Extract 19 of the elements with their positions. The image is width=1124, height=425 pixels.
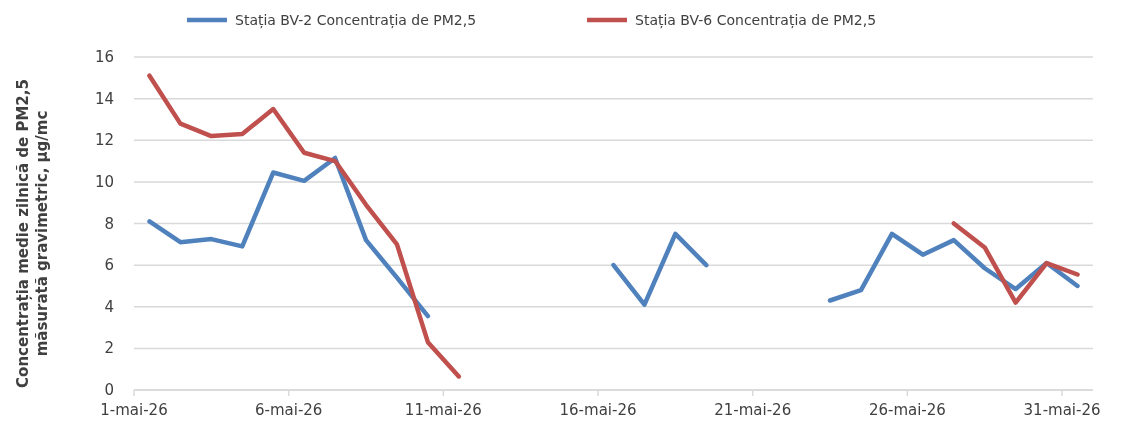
legend-label: Stația BV-2 Concentrația de PM2,5 xyxy=(235,12,477,29)
y-tick-label: 12 xyxy=(94,131,114,150)
x-tick-label: 26-mai-26 xyxy=(868,401,946,419)
y-tick-label: 8 xyxy=(104,214,114,233)
x-tick-label: 16-mai-26 xyxy=(559,401,637,419)
x-tick-label: 11-mai-26 xyxy=(404,401,482,419)
y-tick-label: 4 xyxy=(104,297,114,316)
y-tick-label: 14 xyxy=(94,89,114,108)
y-tick-label: 2 xyxy=(104,339,114,358)
x-tick-label: 31-mai-26 xyxy=(1023,401,1101,419)
x-tick-label: 1-mai-26 xyxy=(100,401,168,419)
legend-label: Stația BV-6 Concentrația de PM2,5 xyxy=(635,12,877,29)
x-tick-label: 6-mai-26 xyxy=(254,401,323,419)
y-tick-label: 6 xyxy=(104,256,114,275)
y-axis-title: Concentrația medie zilnică de PM2,5 măsurată gravimetric, µg/mc xyxy=(14,79,51,388)
x-tick-label: 21-mai-26 xyxy=(714,401,792,419)
y-tick-label: 0 xyxy=(104,381,114,399)
y-tick-label: 10 xyxy=(94,172,114,191)
y-tick-label: 16 xyxy=(94,48,114,66)
